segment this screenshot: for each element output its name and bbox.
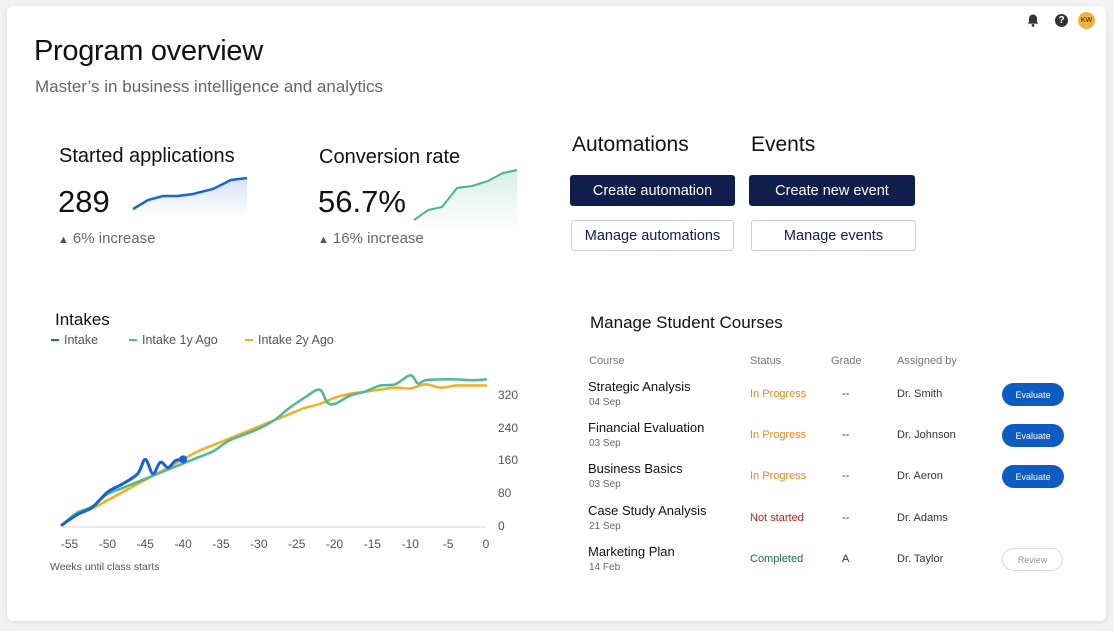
x-tick-label: -55 xyxy=(60,537,79,551)
review-button[interactable]: Review xyxy=(1002,548,1063,571)
x-tick-label: -25 xyxy=(288,537,306,551)
status-text: Not started xyxy=(750,512,804,524)
col-header-status: Status xyxy=(750,355,782,367)
stat-value-applications: 289 xyxy=(58,184,110,219)
x-tick-label: -20 xyxy=(325,537,344,551)
x-tick-label: -30 xyxy=(250,537,268,551)
intake-current-point[interactable] xyxy=(179,455,188,464)
sparkline-conversion xyxy=(413,169,518,230)
legend-label: Intake xyxy=(64,333,99,347)
series-line-intake-1y xyxy=(60,374,488,527)
page-title: Program overview xyxy=(34,35,263,67)
x-tick-label: 0 xyxy=(482,537,490,551)
y-tick-label: 160 xyxy=(498,453,519,468)
create-automation-button[interactable]: Create automation xyxy=(570,175,735,206)
legend-intake-2y: Intake 2y Ago xyxy=(245,333,334,347)
course-date: 21 Sep xyxy=(589,521,621,532)
stat-delta-text: 6% increase xyxy=(72,230,156,247)
courses-title: Manage Student Courses xyxy=(590,313,783,332)
col-header-assigned: Assigned by xyxy=(897,355,957,367)
x-tick-label: -15 xyxy=(363,537,382,551)
legend-label: Intake 1y Ago xyxy=(142,333,218,347)
stat-label-applications: Started applications xyxy=(59,145,235,167)
arrow-up-icon: ▲ xyxy=(58,234,69,246)
y-tick-label: 0 xyxy=(498,519,505,533)
course-name: Strategic Analysis xyxy=(588,379,691,394)
help-icon[interactable]: ? xyxy=(1055,14,1068,27)
evaluate-button[interactable]: Evaluate xyxy=(1002,424,1064,447)
create-event-button[interactable]: Create new event xyxy=(749,175,915,206)
status-text: In Progress xyxy=(750,470,807,482)
course-date: 03 Sep xyxy=(589,479,621,490)
evaluate-button[interactable]: Evaluate xyxy=(1002,383,1064,406)
manage-automations-button[interactable]: Manage automations xyxy=(571,220,734,251)
automations-heading: Automations xyxy=(572,133,689,156)
assigned-by: Dr. Smith xyxy=(897,388,943,400)
assigned-by: Dr. Johnson xyxy=(897,429,956,441)
grade-value: -- xyxy=(842,388,850,400)
grade-value: -- xyxy=(842,470,850,482)
legend-label: Intake 2y Ago xyxy=(258,333,334,347)
chart-title: Intakes xyxy=(55,310,110,329)
legend-swatch xyxy=(51,339,59,341)
series-line-intake-2y xyxy=(60,383,488,527)
stat-label-conversion: Conversion rate xyxy=(319,146,461,168)
grade-value: -- xyxy=(842,512,850,524)
x-tick-label: -10 xyxy=(401,537,419,551)
course-name: Financial Evaluation xyxy=(588,420,705,435)
course-name: Business Basics xyxy=(588,461,683,476)
events-heading: Events xyxy=(751,133,816,156)
assigned-by: Dr. Aeron xyxy=(897,470,943,482)
legend-intake: Intake xyxy=(51,333,98,347)
x-tick-label: -45 xyxy=(136,537,154,551)
course-date: 14 Feb xyxy=(589,562,621,573)
stat-delta-applications: ▲ 6% increase xyxy=(58,230,155,247)
course-date: 04 Sep xyxy=(589,397,621,408)
sparkline-applications xyxy=(132,176,248,217)
course-name: Marketing Plan xyxy=(588,544,675,559)
x-tick-label: -50 xyxy=(98,537,117,551)
arrow-up-icon: ▲ xyxy=(318,234,329,246)
stat-value-conversion: 56.7% xyxy=(318,184,406,219)
avatar[interactable]: KW xyxy=(1078,12,1095,29)
legend-swatch xyxy=(129,339,137,341)
stat-delta-conversion: ▲ 16% increase xyxy=(318,230,424,247)
manage-events-button[interactable]: Manage events xyxy=(751,220,916,251)
col-header-grade: Grade xyxy=(831,355,862,367)
series-line-intake xyxy=(60,457,185,527)
status-text: In Progress xyxy=(750,429,807,441)
y-tick-label: 240 xyxy=(498,420,519,435)
course-name: Case Study Analysis xyxy=(588,503,707,518)
col-header-course: Course xyxy=(589,355,625,367)
stat-delta-text: 16% increase xyxy=(332,230,424,247)
legend-intake-1y: Intake 1y Ago xyxy=(129,333,218,347)
bell-icon[interactable] xyxy=(1025,12,1041,28)
status-text: In Progress xyxy=(750,388,807,400)
assigned-by: Dr. Adams xyxy=(897,512,948,524)
y-tick-label: 320 xyxy=(498,387,519,402)
course-date: 03 Sep xyxy=(589,438,621,449)
x-tick-label: -5 xyxy=(442,537,454,551)
evaluate-button[interactable]: Evaluate xyxy=(1002,465,1064,488)
legend-swatch xyxy=(245,339,253,341)
assigned-by: Dr. Taylor xyxy=(897,553,944,565)
status-text: Completed xyxy=(750,553,804,565)
x-axis-label: Weeks until class starts xyxy=(50,561,160,573)
page-subtitle: Master’s in business intelligence and an… xyxy=(35,77,384,96)
y-tick-label: 80 xyxy=(498,486,512,501)
x-tick-label: -40 xyxy=(174,537,192,551)
dashboard-card xyxy=(7,6,1106,621)
grade-value: A xyxy=(842,553,850,565)
x-tick-label: -35 xyxy=(212,537,230,551)
grade-value: -- xyxy=(842,429,850,441)
